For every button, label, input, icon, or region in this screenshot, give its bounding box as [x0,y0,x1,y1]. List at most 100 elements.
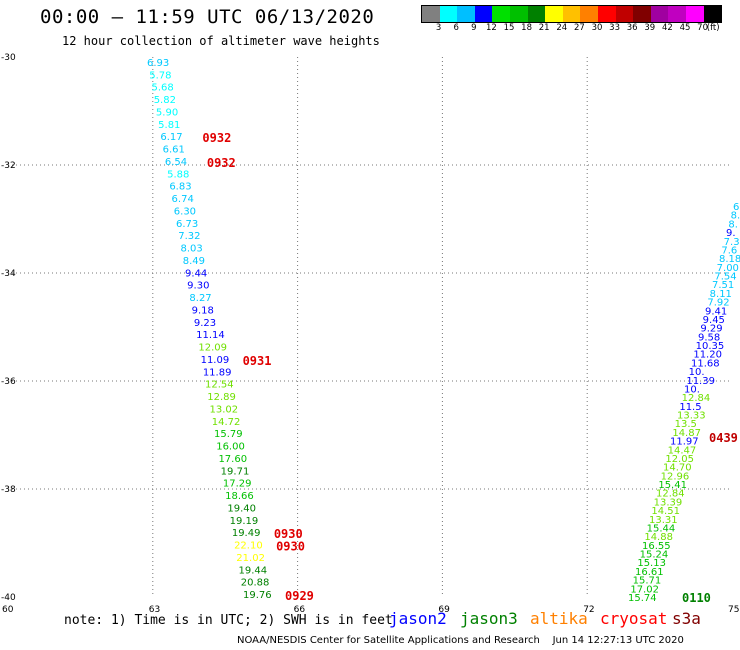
wave-height-value: 15.13 [637,558,666,569]
scale-label: 45 [679,23,691,33]
wave-height-value: 6. [733,202,740,213]
wave-height-value: 11.09 [201,355,230,366]
wave-height-value: 6.17 [160,132,182,143]
wave-height-value: 6.30 [174,206,196,217]
wave-height-value: 14.47 [668,445,697,456]
scale-swatch [562,6,581,22]
credit-line: NOAA/NESDIS Center for Satellite Applica… [237,635,684,646]
wave-height-value: 7.54 [714,272,736,283]
wave-height-value: 5.81 [158,120,180,131]
wave-height-value: 9.23 [194,318,216,329]
wave-height-value: 12.84 [656,489,685,500]
wave-height-value: 5.88 [167,169,189,180]
scale-label: 33 [609,23,621,33]
wave-height-value: 13.39 [654,497,683,508]
scale-label: 24 [556,23,568,33]
wave-height-value: 19.76 [243,590,272,601]
lat-tick-label: -38 [1,485,16,495]
time-label: 0931 [243,354,272,368]
scale-label: 21 [538,23,550,33]
wave-height-value: 10. [684,384,700,395]
lat-tick-label: -36 [1,377,16,387]
legend-cryosat: cryosat [600,609,668,628]
wave-height-value: 15.44 [647,523,676,534]
lat-tick-label: -30 [1,53,16,63]
wave-height-value: 9.41 [705,306,727,317]
wave-height-value: 8.11 [710,289,732,300]
scale-label: 70 [697,23,709,33]
wave-height-value: 11.14 [196,330,225,341]
wave-height-value: 5.78 [149,70,171,81]
legend-s3a: s3a [672,609,701,628]
lon-tick-label: 66 [294,605,306,615]
scale-swatch [580,6,598,22]
wave-height-value: 11.89 [203,367,232,378]
wave-height-value: 9.45 [703,315,725,326]
wave-height-value: 14.72 [212,417,241,428]
wave-height-value: 15.24 [640,550,669,561]
scale-swatch [474,6,493,22]
scale-swatch [545,6,563,22]
wave-height-value: 6.93 [147,58,169,69]
wave-height-value: 7.51 [712,280,734,291]
wave-height-value: 9.44 [185,268,207,279]
wave-height-value: 8.49 [183,256,205,267]
wave-height-value: 17.29 [223,479,252,490]
legend-altika: altika [530,609,588,628]
wave-height-value: 19.44 [239,565,268,576]
time-label: 0932 [202,131,231,145]
scale-label: 12 [485,23,497,33]
wave-height-value: 9.30 [187,281,209,292]
wave-height-value: 19.49 [232,528,261,539]
scale-swatch [597,6,616,22]
time-label: 0932 [207,156,236,170]
wave-height-value: 11.5 [679,402,701,413]
wave-height-value: 7.00 [717,263,739,274]
color-scale-labels: 3 6 9 12 15 18 21 24 27 30 33 36 39 42 45 70 (ft) [421,23,740,35]
scale-label: 27 [573,23,585,33]
scale-swatch [492,6,510,22]
wave-height-value: 10. [689,367,705,378]
wave-height-value: 14.51 [651,506,680,517]
wave-height-value: 8. [728,219,738,230]
wave-height-value: 7.32 [178,231,200,242]
wave-height-value: 17.02 [630,584,659,595]
wave-height-value: 11.68 [691,358,720,369]
lat-tick-label: -40 [1,593,16,603]
wave-height-value: 18.66 [225,491,254,502]
wave-height-value: 5.90 [156,107,178,118]
wave-height-value: 13.33 [677,411,706,422]
wave-height-value: 11.97 [670,437,699,448]
wave-height-value: 13.5 [675,419,697,430]
wave-height-value: 6.74 [172,194,194,205]
scale-swatch [650,6,669,22]
wave-height-value: 14.70 [663,463,692,474]
scale-swatch [527,6,546,22]
scale-label: 9 [471,23,477,33]
lon-tick-label: 72 [583,605,594,615]
scale-label: 39 [644,23,656,33]
time-label: 0110 [682,591,711,605]
legend-jason3: jason3 [460,609,518,628]
wave-height-value: 13.02 [210,404,239,415]
page-title: 00:00 – 11:59 UTC 06/13/2020 [40,6,375,28]
wave-height-value: 12.96 [661,471,690,482]
wave-height-value: 16.55 [642,541,671,552]
wave-height-value: 9. [726,228,736,239]
wave-height-value: 5.68 [151,83,173,94]
wave-height-value: 12.84 [682,393,711,404]
lat-tick-label: -32 [1,161,16,171]
wave-height-value: 8. [731,211,740,222]
scale-swatch [422,6,440,22]
wave-height-value: 8.27 [189,293,211,304]
wave-height-value: 7.6 [721,245,737,256]
wave-height-value: 14.88 [644,532,673,543]
time-label: 0929 [285,589,314,603]
scale-label: (ft) [706,23,720,33]
wave-height-value: 20.88 [241,578,270,589]
scale-label: 42 [661,23,673,33]
wave-height-value: 19.71 [221,466,250,477]
scale-label: 30 [591,23,603,33]
lon-tick-label: 69 [438,605,450,615]
wave-height-value: 12.54 [205,380,234,391]
